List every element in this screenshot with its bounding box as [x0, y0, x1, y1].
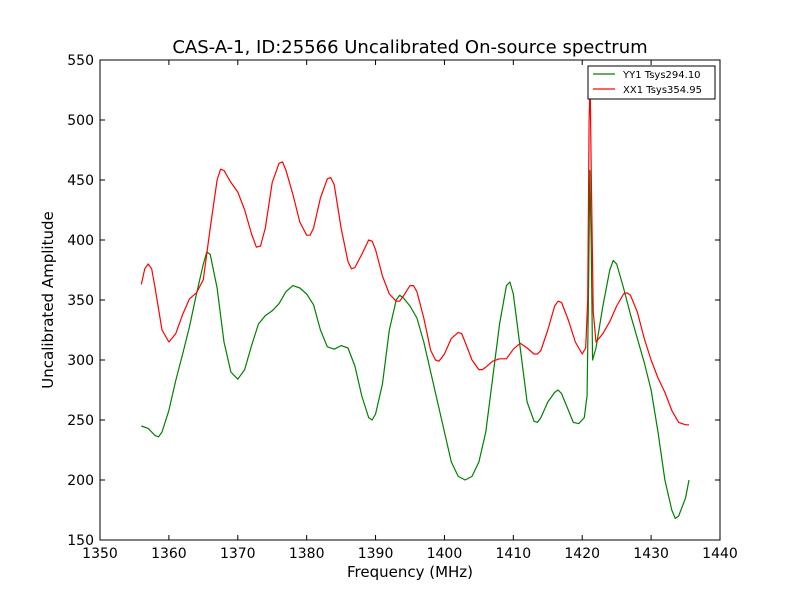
x-tick-label: 1400 — [427, 546, 463, 562]
series-line-xx1 — [140, 81, 689, 426]
ticks-layer: 1350 1360 1370 1380 1390 1400 1410 1420 1430 1440… — [67, 53, 738, 562]
x-tick-label: 1410 — [496, 546, 532, 562]
x-tick-label: 1420 — [564, 546, 600, 562]
y-tick-label: 350 — [67, 293, 94, 309]
legend-label-yy1: YY1 Tsys294.10 — [622, 70, 701, 81]
legend-label-xx1: XX1 Tsys354.95 — [623, 85, 702, 96]
x-axis-label: Frequency (MHz) — [347, 563, 473, 581]
series-line-yy1 — [141, 169, 690, 519]
y-tick-label: 300 — [67, 353, 94, 369]
x-tick-label: 1430 — [633, 546, 669, 562]
x-tick-label: 1370 — [220, 546, 256, 562]
chart-title: CAS-A-1, ID:25566 Uncalibrated On-source… — [172, 37, 647, 58]
x-tick-label: 1390 — [358, 546, 394, 562]
legend-box — [587, 65, 716, 100]
y-tick-label: 150 — [67, 533, 94, 549]
x-tick-label: 1380 — [289, 546, 325, 562]
x-tick-label: 1440 — [702, 546, 738, 562]
y-tick-label: 550 — [67, 53, 94, 69]
y-tick-label: 450 — [67, 173, 94, 189]
series-layer — [140, 81, 690, 519]
y-tick-label: 400 — [67, 233, 94, 249]
x-tick-label: 1350 — [82, 546, 118, 562]
y-tick-label: 250 — [67, 413, 94, 429]
y-tick-label: 200 — [67, 473, 94, 489]
x-tick-label: 1360 — [151, 546, 187, 562]
y-tick-label: 500 — [67, 113, 94, 129]
y-axis-label: Uncalibrated Amplitude — [39, 211, 57, 388]
legend: YY1 Tsys294.10 XX1 Tsys354.95 — [587, 65, 716, 100]
